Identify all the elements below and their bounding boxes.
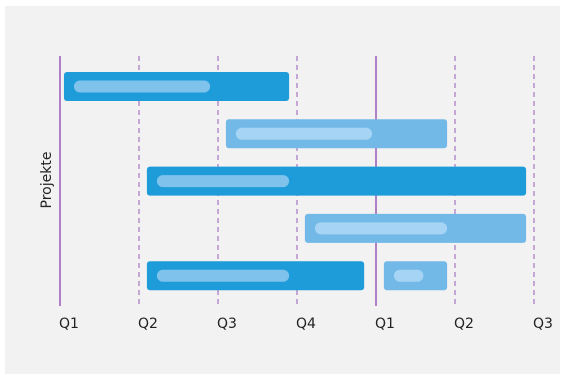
- task-progress-bar: [393, 269, 424, 282]
- x-tick-label: Q1: [59, 316, 79, 332]
- x-tick-label: Q2: [138, 316, 158, 332]
- task-progress-bar: [73, 80, 211, 93]
- task-progress-bar: [235, 127, 373, 140]
- x-tick-label: Q3: [217, 316, 237, 332]
- x-tick-label: Q1: [375, 316, 395, 332]
- y-axis-label: Projekte: [39, 152, 55, 209]
- x-tick-label: Q3: [533, 316, 553, 332]
- task-progress-bar: [156, 175, 290, 188]
- x-tick-label: Q4: [296, 316, 316, 332]
- task-progress-bar: [156, 269, 290, 282]
- x-tick-label: Q2: [454, 316, 474, 332]
- task-bar: [146, 166, 527, 196]
- task-progress-bar: [314, 222, 448, 235]
- bars: [63, 72, 527, 291]
- x-tick-labels: Q1 Q2 Q3 Q4 Q1 Q2 Q3: [59, 316, 553, 332]
